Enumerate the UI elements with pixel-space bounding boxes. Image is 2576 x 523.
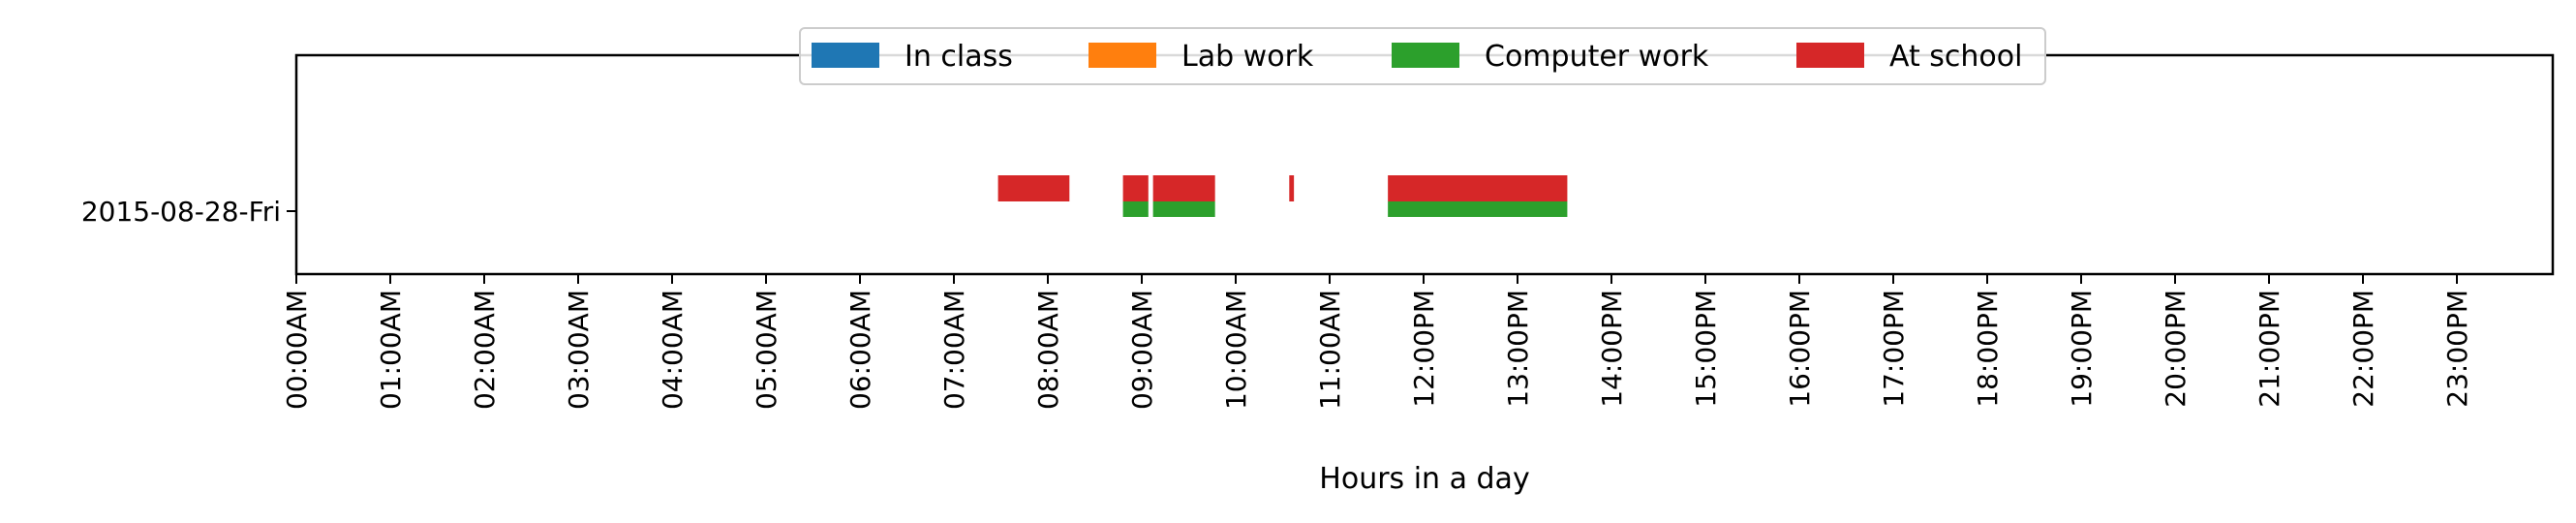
x-tick-label-10: 10:00AM: [1220, 290, 1252, 410]
legend-label-2: Computer work: [1485, 40, 1709, 74]
legend-label-0: In class: [905, 40, 1013, 74]
x-tick-label-3: 03:00AM: [563, 290, 595, 410]
bar-at-school-4: [1388, 175, 1568, 201]
bar-at-school-2: [1152, 175, 1215, 201]
legend-swatch-1: [1089, 43, 1156, 68]
x-tick-label-14: 14:00PM: [1596, 290, 1628, 408]
x-tick-label-15: 15:00PM: [1690, 290, 1722, 408]
x-axis: 00:00AM 01:00AM 02:00AM 03:00AM 04:00AM 05:00…: [281, 274, 2473, 410]
bar-computer-work-1: [1152, 201, 1215, 217]
x-tick-label-5: 05:00AM: [751, 290, 782, 410]
x-axis-label: Hours in a day: [1319, 462, 1529, 496]
x-tick-label-4: 04:00AM: [657, 290, 689, 410]
x-tick-label-11: 11:00AM: [1314, 290, 1346, 410]
x-tick-label-19: 19:00PM: [2066, 290, 2098, 408]
bar-at-school-3: [1289, 175, 1295, 201]
legend-swatch-0: [812, 43, 879, 68]
x-tick-label-0: 00:00AM: [281, 290, 313, 410]
x-tick-label-21: 21:00PM: [2254, 290, 2285, 408]
bar-at-school-1: [1122, 175, 1149, 201]
legend-label-3: At school: [1889, 40, 2022, 74]
bar-computer-work-0: [1122, 201, 1149, 217]
x-tick-label-1: 01:00AM: [375, 290, 407, 410]
x-tick-label-13: 13:00PM: [1502, 290, 1534, 408]
legend-swatch-2: [1392, 43, 1459, 68]
x-tick-label-22: 22:00PM: [2347, 290, 2379, 408]
x-tick-label-6: 06:00AM: [844, 290, 876, 410]
plot-frame: [294, 53, 2555, 276]
bars-layer: [997, 175, 1568, 217]
legend-swatch-3: [1796, 43, 1864, 68]
x-tick-label-2: 02:00AM: [469, 290, 501, 410]
x-tick-label-8: 08:00AM: [1032, 290, 1064, 410]
bar-computer-work-2: [1388, 201, 1568, 217]
bar-at-school-0: [997, 175, 1070, 201]
x-tick-label-12: 12:00PM: [1408, 290, 1440, 408]
legend: In class Lab work Computer work At school: [799, 27, 2046, 85]
x-tick-label-18: 18:00PM: [1972, 290, 2004, 408]
x-tick-label-7: 07:00AM: [938, 290, 970, 410]
x-tick-label-16: 16:00PM: [1784, 290, 1816, 408]
x-tick-label-9: 09:00AM: [1126, 290, 1158, 410]
y-tick-label-0: 2015-08-28-Fri: [81, 196, 281, 228]
y-axis: 2015-08-28-Fri: [81, 196, 296, 228]
legend-label-1: Lab work: [1181, 40, 1314, 74]
x-tick-label-23: 23:00PM: [2441, 290, 2473, 408]
x-tick-label-17: 17:00PM: [1878, 290, 1910, 408]
x-tick-label-20: 20:00PM: [2160, 290, 2192, 408]
